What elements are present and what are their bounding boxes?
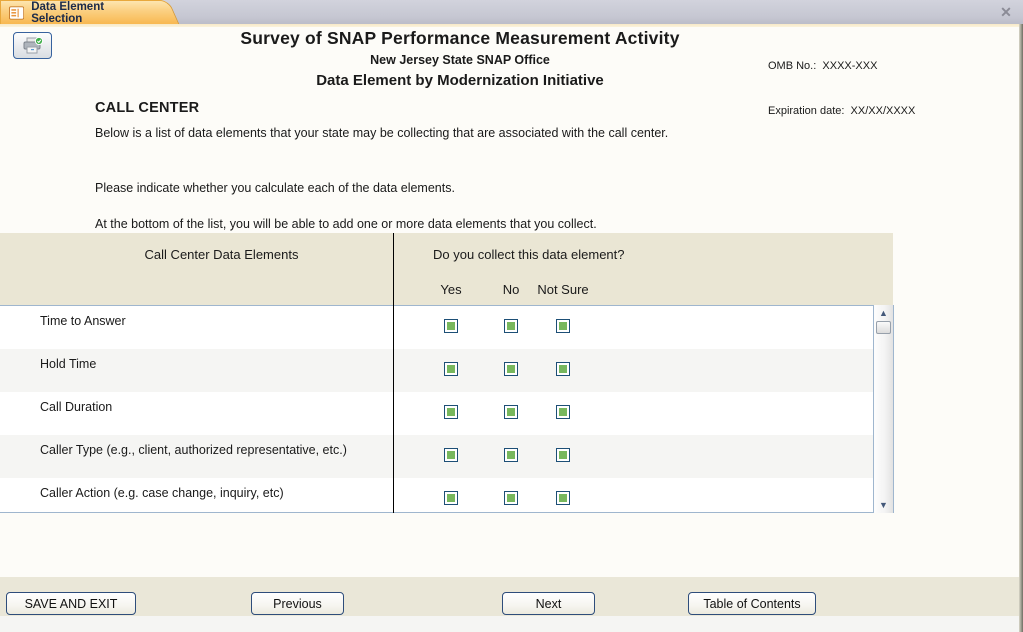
- table-row: Hold Time: [0, 349, 874, 392]
- row-label: Time to Answer: [40, 314, 126, 328]
- row-label: Caller Action (e.g. case change, inquiry…: [40, 486, 284, 500]
- instruction-paragraph-3: At the bottom of the list, you will be a…: [95, 217, 597, 231]
- expiration-date: Expiration date: XX/XX/XXXX: [768, 105, 916, 117]
- checkbox-notsure[interactable]: [556, 362, 570, 376]
- table-row: Call Duration: [0, 392, 874, 435]
- column-divider: [393, 233, 394, 513]
- checkbox-no[interactable]: [504, 319, 518, 333]
- save-and-exit-button[interactable]: SAVE AND EXIT: [6, 592, 136, 615]
- page-title: Survey of SNAP Performance Measurement A…: [240, 28, 680, 48]
- omb-block: OMB No.: XXXX-XXX Expiration date: XX/XX…: [768, 29, 915, 134]
- omb-number: OMB No.: XXXX-XXX: [768, 60, 878, 72]
- data-elements-table: Call Center Data Elements Do you collect…: [0, 233, 894, 513]
- checkbox-no[interactable]: [504, 362, 518, 376]
- access-form-icon: [9, 5, 25, 20]
- row-label: Hold Time: [40, 357, 97, 371]
- tabstrip-underline: [0, 24, 1023, 27]
- screen-title: Data Element by Modernization Initiative: [316, 72, 604, 89]
- checkbox-notsure[interactable]: [556, 319, 570, 333]
- tab-data-element-selection[interactable]: Data Element Selection: [0, 0, 152, 25]
- table-row: Time to Answer: [0, 306, 874, 349]
- scroll-up-icon[interactable]: ▲: [879, 308, 888, 318]
- checkbox-yes[interactable]: [444, 491, 458, 505]
- close-icon[interactable]: ✕: [1000, 4, 1012, 20]
- table-of-contents-button[interactable]: Table of Contents: [688, 592, 816, 615]
- footer-grey-strip: [0, 616, 1023, 632]
- printer-icon: [23, 36, 43, 53]
- scroll-down-icon[interactable]: ▼: [879, 500, 888, 510]
- option-label-yes: Yes: [440, 282, 462, 297]
- row-label: Caller Type (e.g., client, authorized re…: [40, 443, 347, 457]
- scrollbar-thumb[interactable]: [876, 321, 891, 334]
- checkbox-yes[interactable]: [444, 319, 458, 333]
- tab-strip: Data Element Selection ✕: [0, 0, 1023, 25]
- table-row: Caller Action (e.g. case change, inquiry…: [0, 478, 874, 512]
- table-header-band: Call Center Data Elements Do you collect…: [0, 233, 893, 305]
- tab-label: Data Element Selection: [31, 0, 105, 25]
- option-label-notsure: Not Sure: [537, 282, 589, 297]
- checkbox-yes[interactable]: [444, 448, 458, 462]
- checkbox-no[interactable]: [504, 491, 518, 505]
- next-button[interactable]: Next: [502, 592, 595, 615]
- checkbox-notsure[interactable]: [556, 491, 570, 505]
- previous-button[interactable]: Previous: [251, 592, 344, 615]
- column-header-collect: Do you collect this data element?: [433, 247, 625, 262]
- checkbox-notsure[interactable]: [556, 405, 570, 419]
- table-rows: Time to Answer Hold Time Call Duration C…: [0, 305, 893, 513]
- instruction-paragraph-1: Below is a list of data elements that yo…: [95, 126, 669, 140]
- row-label: Call Duration: [40, 400, 113, 414]
- column-header-elements: Call Center Data Elements: [144, 247, 299, 262]
- instruction-paragraph-2: Please indicate whether you calculate ea…: [95, 181, 455, 195]
- header-titles: Survey of SNAP Performance Measurement A…: [60, 28, 860, 89]
- checkbox-notsure[interactable]: [556, 448, 570, 462]
- vertical-scrollbar[interactable]: ▲ ▼: [873, 305, 894, 513]
- table-row: Caller Type (e.g., client, authorized re…: [0, 435, 874, 478]
- section-heading: CALL CENTER: [95, 100, 200, 116]
- checkbox-no[interactable]: [504, 405, 518, 419]
- option-label-no: No: [502, 282, 520, 297]
- checkbox-yes[interactable]: [444, 362, 458, 376]
- window-right-edge: [1019, 24, 1023, 632]
- office-subtitle: New Jersey State SNAP Office: [370, 53, 550, 67]
- print-button[interactable]: [13, 32, 52, 59]
- checkbox-yes[interactable]: [444, 405, 458, 419]
- checkbox-no[interactable]: [504, 448, 518, 462]
